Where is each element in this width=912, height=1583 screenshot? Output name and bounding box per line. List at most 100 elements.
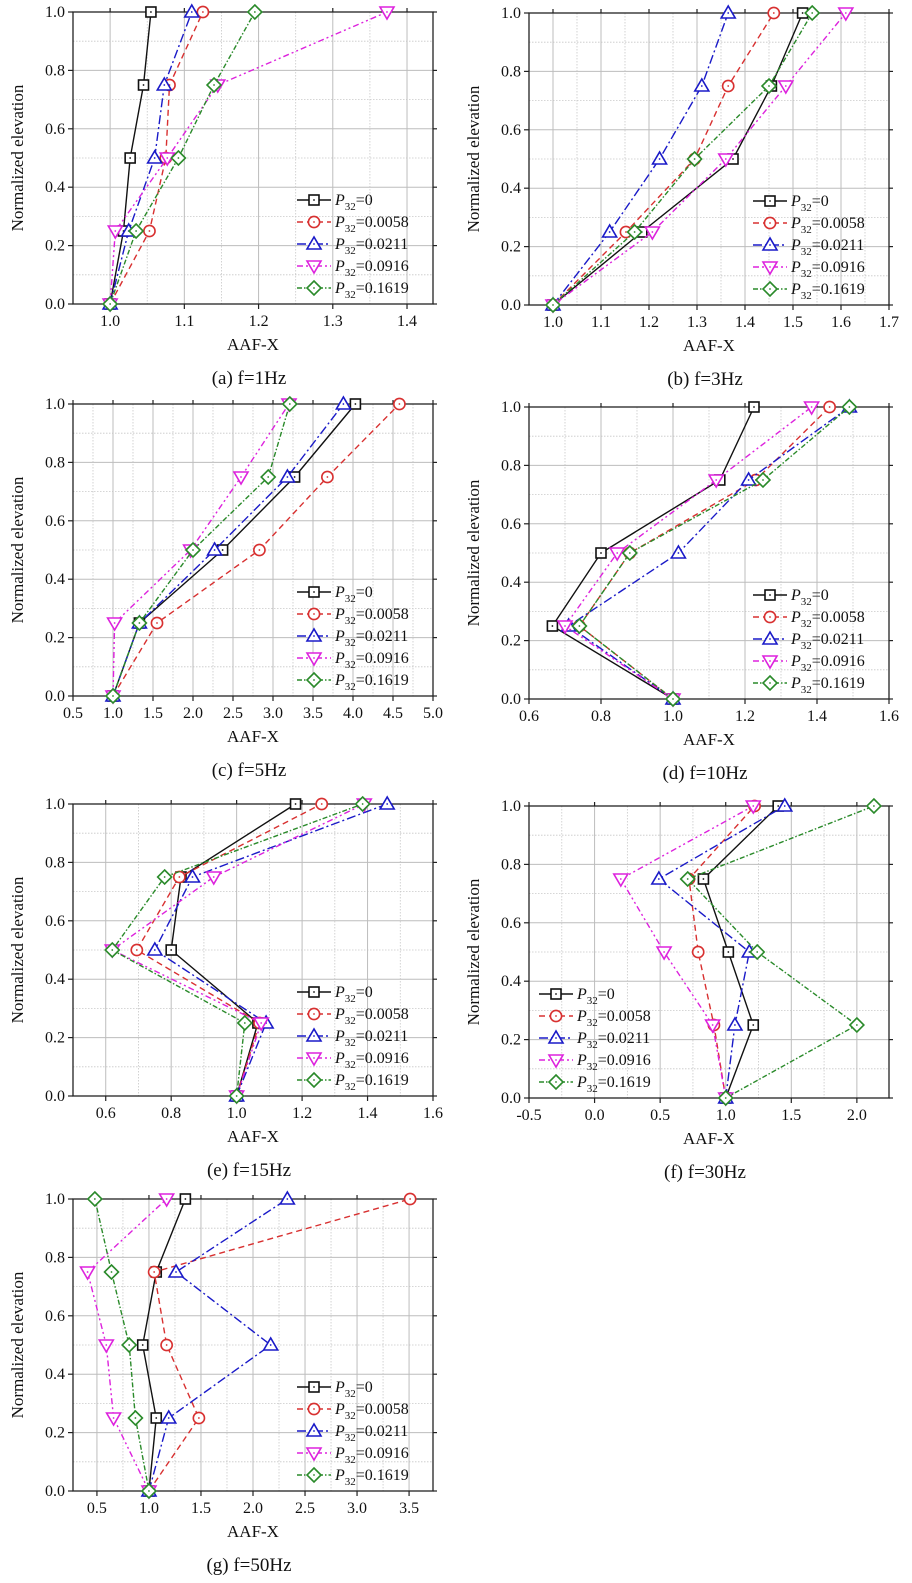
- data-point-dot: [148, 1490, 150, 1492]
- data-point-dot: [153, 949, 156, 951]
- legend-label-subscript: 32: [801, 224, 812, 236]
- legend-label-symbol: P: [790, 215, 801, 232]
- legend-label-value: =0.0211: [812, 237, 864, 254]
- data-point: [183, 3, 201, 18]
- legend-marker-dot: [555, 1081, 557, 1083]
- legend-marker: [305, 1052, 323, 1067]
- data-point: [205, 871, 223, 886]
- legend-label-value: =0.0058: [356, 214, 409, 231]
- series-2: [140, 1190, 296, 1497]
- data-point-dot: [810, 406, 813, 408]
- legend-label-subscript: 32: [801, 684, 812, 696]
- data-point-dot: [756, 951, 759, 953]
- legend-marker-dot: [313, 221, 315, 223]
- data-point-dot: [686, 878, 689, 880]
- data-point-dot: [163, 84, 166, 86]
- data-point: [160, 1409, 178, 1424]
- data-point-dot: [724, 158, 727, 160]
- data-point-dot: [672, 698, 674, 700]
- data-point-dot: [578, 625, 581, 627]
- data-point-dot: [240, 476, 242, 478]
- data-point: [378, 6, 396, 21]
- data-point: [155, 76, 173, 91]
- y-tick-label: 0.8: [501, 63, 521, 80]
- data-point-dot: [165, 1198, 168, 1200]
- legend-label-value: =0.0211: [598, 1030, 650, 1047]
- y-tick-label: 0.4: [45, 971, 65, 988]
- legend-label-subscript: 32: [345, 659, 356, 671]
- x-tick-label: 1.1: [174, 313, 194, 330]
- data-point: [655, 946, 673, 961]
- data-point-dot: [114, 230, 117, 232]
- data-point: [776, 797, 794, 812]
- data-point-dot: [715, 479, 718, 481]
- y-tick-label: 0.6: [45, 513, 65, 530]
- data-point-dot: [235, 1095, 238, 1097]
- data-point-dot: [848, 406, 851, 408]
- legend-label-symbol: P: [790, 193, 801, 210]
- legend-marker-dot: [313, 1057, 315, 1059]
- data-point: [184, 868, 201, 883]
- legend-label-subscript: 32: [587, 1039, 598, 1051]
- data-point-dot: [409, 1198, 412, 1200]
- x-tick-label: 0.6: [519, 708, 539, 725]
- legend-label-value: =0: [812, 587, 829, 604]
- legend-marker-dot: [555, 1059, 557, 1061]
- x-tick-label: 1.2: [249, 313, 269, 330]
- legend-label-value: =0.0058: [812, 609, 865, 626]
- legend-label: P32=0: [576, 986, 615, 1007]
- legend-label-subscript: 32: [345, 1037, 356, 1049]
- data-point-dot: [192, 549, 194, 551]
- data-point: [278, 1190, 296, 1205]
- legend-label-value: =0: [356, 584, 373, 601]
- legend-marker-dot: [313, 287, 315, 289]
- x-tick-label: 1.5: [191, 1500, 211, 1517]
- data-point-dot: [619, 878, 622, 880]
- series-4: [544, 4, 821, 314]
- legend-label-symbol: P: [334, 606, 345, 623]
- data-point: [105, 1412, 122, 1427]
- legend-label-subscript: 32: [345, 1388, 356, 1400]
- data-point: [167, 1263, 185, 1278]
- legend-marker: [305, 1447, 323, 1462]
- panel-e: 0.6 0.8 1.0 1.2 1.4 1.6 0.0 0.2 0.4 0.6 0.8 1.0 AAF-…: [8, 795, 443, 1181]
- x-tick-label: 1.3: [687, 314, 707, 331]
- legend: P32=0P32=0.0058P32=0.0211P32=0.0916P32=0…: [297, 192, 409, 301]
- data-point-dot: [86, 1271, 89, 1273]
- data-point-dot: [398, 403, 401, 405]
- x-tick-label: 1.2: [735, 708, 755, 725]
- legend-marker: [761, 630, 779, 645]
- data-point-dot: [552, 304, 554, 306]
- legend-label-value: =0.0916: [356, 650, 409, 667]
- data-point-dot: [243, 1022, 246, 1024]
- legend-marker-dot: [769, 266, 771, 268]
- y-tick-label: 0.0: [45, 296, 65, 313]
- legend-label-symbol: P: [334, 258, 345, 275]
- y-tick-label: 0.6: [501, 516, 521, 533]
- legend-marker-dot: [313, 199, 315, 201]
- data-point-dot: [141, 1344, 144, 1346]
- legend-label-symbol: P: [334, 984, 345, 1001]
- legend-label-symbol: P: [334, 584, 345, 601]
- data-point: [146, 941, 164, 956]
- legend-marker-dot: [555, 993, 557, 995]
- series-line: [552, 12, 847, 306]
- y-tick-label: 1.0: [45, 4, 65, 21]
- data-point-dot: [386, 803, 389, 805]
- y-tick-label: 0.4: [45, 179, 65, 196]
- legend-label: P32=0.0058: [334, 1401, 409, 1422]
- y-tick-label: 0.6: [45, 1308, 65, 1325]
- legend-marker: [761, 236, 779, 251]
- data-point-dot: [166, 157, 169, 159]
- y-axis-label: Normalized elevation: [8, 476, 27, 623]
- data-point-dot: [112, 1417, 115, 1419]
- x-tick-label: 2.5: [223, 705, 243, 722]
- legend-label-subscript: 32: [801, 662, 812, 674]
- legend-marker-dot: [555, 1037, 557, 1039]
- legend: P32=0P32=0.0058P32=0.0211P32=0.0916P32=0…: [297, 1379, 409, 1488]
- legend-label-value: =0.0058: [812, 215, 865, 232]
- data-point-dot: [155, 1417, 158, 1419]
- legend-marker: [547, 1029, 565, 1044]
- legend-label-value: =0.0916: [356, 1050, 409, 1067]
- legend-label-value: =0.0211: [812, 631, 864, 648]
